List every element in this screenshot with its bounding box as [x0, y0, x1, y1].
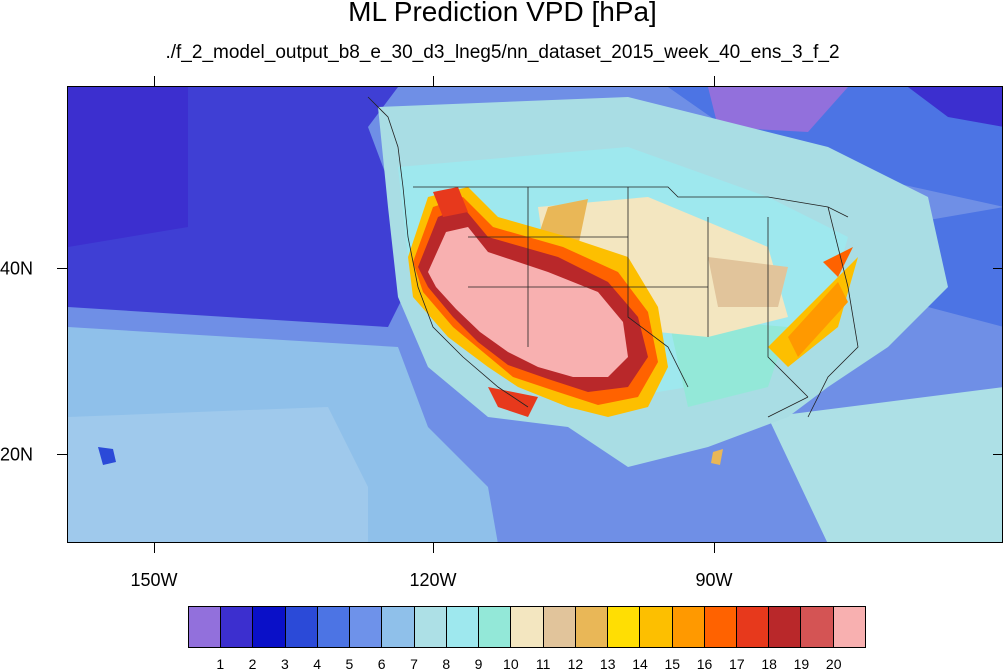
colorbar-label-9: 9 [474, 656, 483, 672]
colorbar-label-12: 12 [567, 656, 584, 672]
oregon-hotspot [433, 187, 468, 217]
x-tick-150w-top [154, 76, 155, 86]
y-label-20n: 20N [0, 444, 34, 465]
colorbar-box-12 [575, 607, 609, 647]
colorbar-box-14 [640, 607, 673, 647]
y-tick-40n [57, 268, 67, 269]
colorbar-label-18: 18 [761, 656, 777, 672]
colorbar-box-9 [479, 607, 512, 647]
boundaries [367, 96, 859, 418]
colorbar-label-20: 20 [825, 656, 842, 672]
colorbar-box-8 [446, 607, 480, 647]
colorbar [188, 606, 866, 648]
colorbar-box-11 [543, 607, 576, 647]
colorbar-box-5 [350, 607, 383, 647]
colorbar-label-15: 15 [664, 656, 681, 672]
colorbar-box-10 [511, 607, 544, 647]
x-label-90w: 90W [695, 570, 733, 590]
colorbar-box-13 [608, 607, 641, 647]
colorbar-label-17: 17 [729, 656, 745, 672]
colorbar-box-15 [672, 607, 705, 647]
colorbar-label-19: 19 [793, 656, 810, 672]
colorbar-box-7 [414, 607, 447, 647]
colorbar-box-0 [189, 607, 222, 647]
x-tick-90w [714, 543, 715, 553]
colorbar-label-16: 16 [696, 656, 713, 672]
colorbar-box-6 [382, 607, 415, 647]
colorbar-box-1 [221, 607, 254, 647]
map-panel [67, 86, 1003, 543]
colorbar-label-5: 5 [345, 656, 354, 672]
colorbar-box-4 [317, 607, 351, 647]
colorbar-label-14: 14 [632, 656, 648, 672]
colorbar-label-3: 3 [280, 656, 289, 672]
colorbar-box-20 [833, 607, 865, 647]
x-label-120w: 120W [409, 570, 457, 590]
subtropical-pacific-light [68, 407, 368, 542]
north-pacific-low [68, 87, 188, 247]
colorbar-box-2 [253, 607, 286, 647]
x-label-150w: 150W [130, 570, 178, 590]
colorbar-box-18 [769, 607, 802, 647]
gulf-mint [668, 317, 788, 407]
map-subtitle: ./f_2_model_output_b8_e_30_d3_lneg5/nn_d… [165, 42, 840, 63]
colorbar-label-13: 13 [599, 656, 616, 672]
x-tick-120w-top [433, 76, 434, 86]
colorbar-label-1: 1 [216, 656, 225, 672]
map-title: ML Prediction VPD [hPa] [348, 0, 657, 27]
yucatan-spot [711, 449, 723, 465]
vpd-contour-map [68, 87, 1002, 542]
labrador-deep [908, 87, 1002, 127]
x-tick-150w [154, 543, 155, 553]
caribbean-moist [768, 387, 1002, 542]
x-tick-90w-top [714, 76, 715, 86]
colorbar-box-3 [285, 607, 318, 647]
x-tick-120w [433, 543, 434, 553]
colorbar-label-8: 8 [442, 656, 451, 672]
colorbar-label-7: 7 [410, 656, 418, 672]
appalachian-orange2 [788, 282, 848, 357]
baja-edge [488, 387, 538, 417]
colorbar-box-17 [736, 607, 770, 647]
colorbar-box-16 [704, 607, 737, 647]
colorbar-label-11: 11 [535, 656, 551, 672]
colorbar-label-4: 4 [313, 656, 322, 672]
colorbar-label-10: 10 [503, 656, 519, 672]
y-tick-20n-right [993, 454, 1003, 455]
hudson-purple [708, 87, 848, 132]
colorbar-label-2: 2 [248, 656, 257, 672]
y-tick-40n-right [993, 268, 1003, 269]
y-tick-20n [57, 454, 67, 455]
virginia-red [823, 247, 853, 277]
y-label-40n: 40N [0, 258, 34, 279]
hawaii-patch [98, 447, 116, 465]
colorbar-label-6: 6 [377, 656, 386, 672]
colorbar-box-19 [801, 607, 834, 647]
